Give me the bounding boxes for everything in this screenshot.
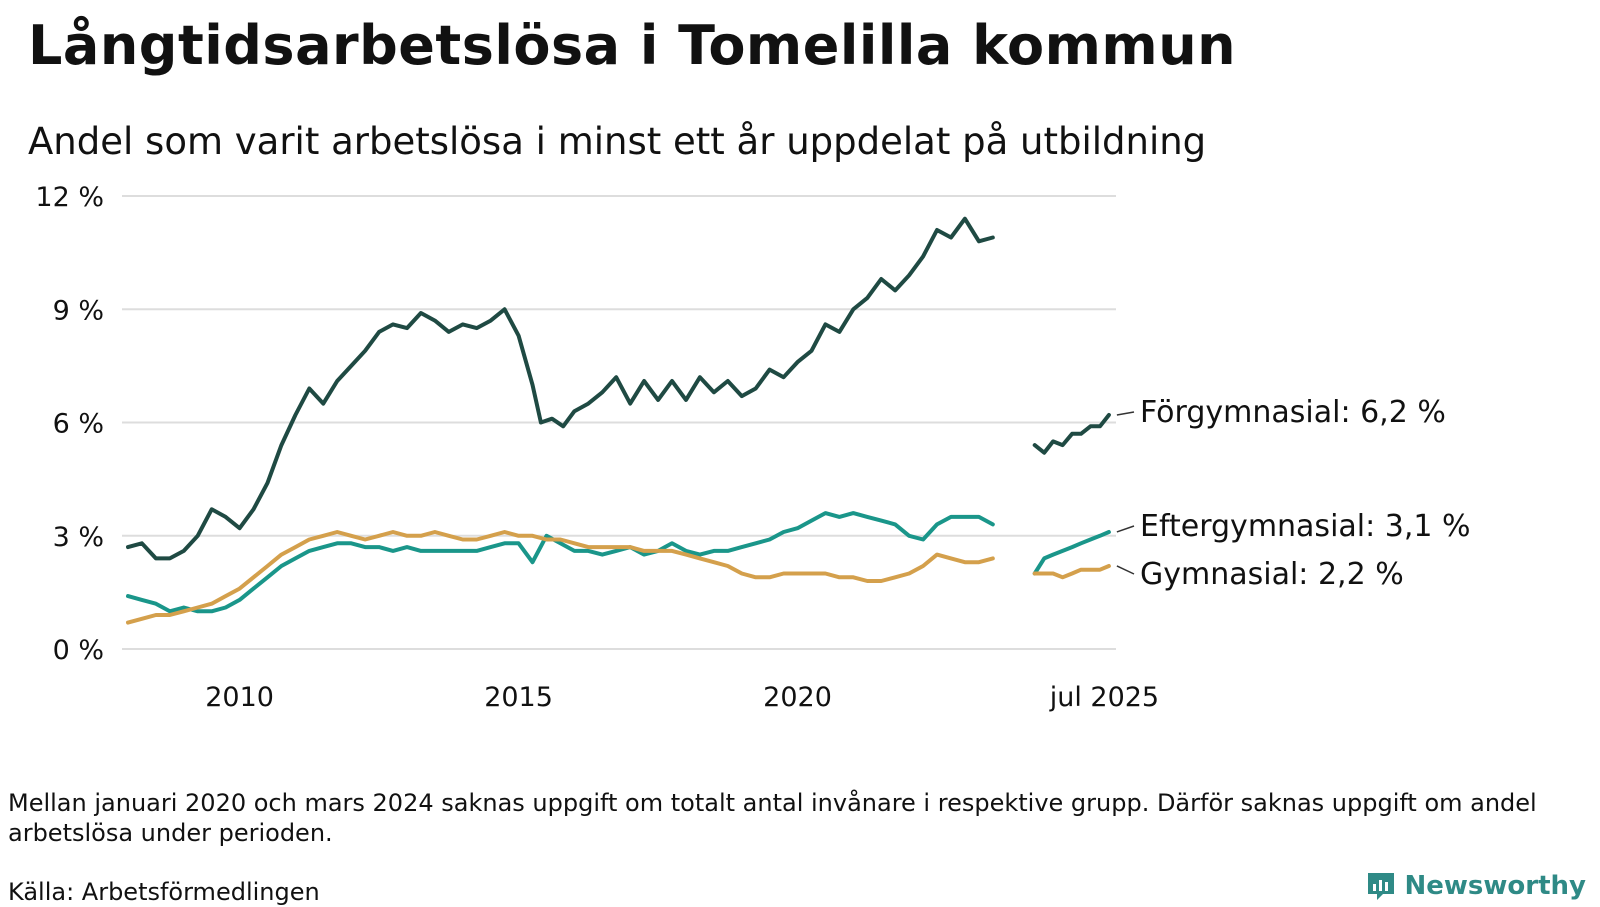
y-tick-label: 0 % bbox=[53, 635, 104, 666]
series-line-forgymnasial bbox=[126, 216, 995, 561]
y-tick-label: 6 % bbox=[53, 409, 104, 440]
end-label-forgymnasial: Förgymnasial: 6,2 % bbox=[1140, 395, 1446, 430]
series-line-gymnasial bbox=[1032, 564, 1111, 580]
end-label-eftergymnasial: Eftergymnasial: 3,1 % bbox=[1140, 509, 1471, 544]
series-line-eftergymnasial bbox=[126, 511, 995, 614]
label-leader bbox=[1116, 565, 1135, 575]
series-lines bbox=[126, 216, 1111, 625]
x-tick-label: 2020 bbox=[763, 682, 832, 713]
grid-lines bbox=[122, 195, 1116, 650]
newsworthy-icon bbox=[1367, 873, 1394, 900]
x-tick-label: jul 2025 bbox=[1049, 682, 1159, 713]
x-tick-label: 2010 bbox=[205, 682, 274, 713]
brand-logo[interactable]: Newsworthy bbox=[1365, 870, 1586, 902]
end-label-gymnasial: Gymnasial: 2,2 % bbox=[1140, 557, 1404, 592]
x-tick-label: 2015 bbox=[484, 682, 553, 713]
y-tick-label: 12 % bbox=[35, 182, 104, 213]
x-axis-labels: 2010 2015 2020 jul 2025 bbox=[205, 682, 1159, 713]
series-line-eftergymnasial bbox=[1032, 530, 1111, 576]
source-text: Källa: Arbetsförmedlingen bbox=[8, 878, 320, 906]
y-tick-label: 3 % bbox=[53, 522, 104, 553]
label-leader bbox=[1116, 525, 1135, 533]
y-tick-label: 9 % bbox=[53, 295, 104, 326]
series-line-forgymnasial bbox=[1032, 413, 1111, 455]
end-labels: Förgymnasial: 6,2 % Eftergymnasial: 3,1 %… bbox=[1116, 395, 1471, 592]
label-leader bbox=[1116, 411, 1135, 416]
series-line-gymnasial bbox=[126, 530, 995, 625]
brand-name: Newsworthy bbox=[1404, 871, 1586, 901]
chart-subtitle: Andel som varit arbetslösa i minst ett å… bbox=[28, 120, 1207, 163]
footnote: Mellan januari 2020 och mars 2024 saknas… bbox=[8, 789, 1537, 847]
chart-title: Långtidsarbetslösa i Tomelilla kommun bbox=[28, 14, 1237, 77]
y-axis-labels: 0 % 3 % 6 % 9 % 12 % bbox=[35, 182, 104, 666]
